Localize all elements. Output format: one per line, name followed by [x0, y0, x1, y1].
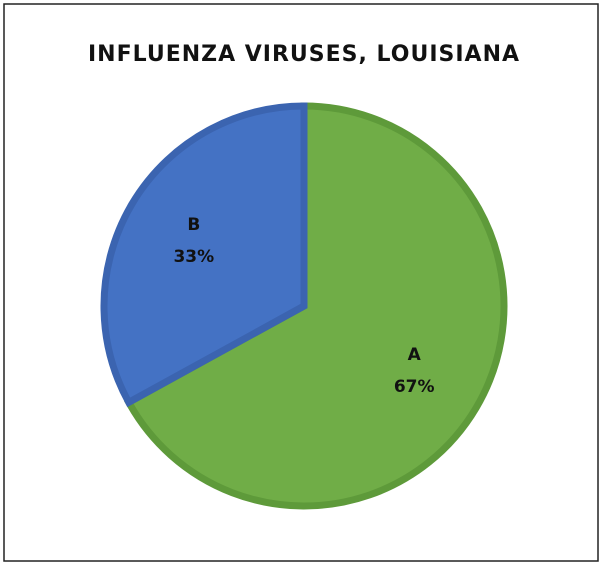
slice-value-label: 67% — [394, 377, 435, 397]
chart-title: INFLUENZA VIRUSES, LOUISIANA — [88, 42, 520, 67]
slice-category-label: B — [187, 215, 200, 235]
pie-slice — [100, 102, 308, 408]
slice-value-label: 33% — [173, 247, 214, 267]
slice-category-label: A — [408, 345, 422, 365]
pie-slice — [123, 102, 508, 510]
